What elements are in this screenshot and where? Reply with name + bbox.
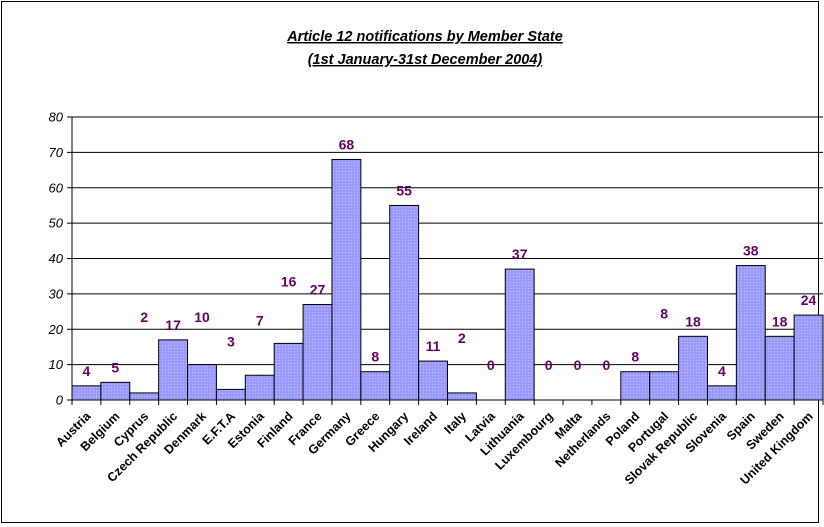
y-tick-label: 60 — [49, 180, 64, 195]
data-label: 2 — [140, 309, 148, 325]
bar — [71, 385, 102, 401]
bar — [447, 392, 477, 401]
data-label: 38 — [743, 243, 759, 259]
data-label: 18 — [685, 313, 701, 329]
data-label: 4 — [83, 363, 91, 379]
bar — [620, 371, 651, 401]
bar — [360, 371, 391, 401]
y-tick-label: 50 — [49, 216, 64, 231]
y-tick-label: 30 — [49, 286, 64, 301]
data-label: 8 — [660, 305, 668, 321]
bar — [100, 381, 131, 401]
data-label: 55 — [396, 182, 412, 198]
y-tick-labels: 0 10 20 30 40 50 60 70 80 — [48, 110, 64, 408]
bar — [244, 374, 275, 401]
bar — [418, 360, 449, 401]
bar — [389, 204, 420, 401]
y-tick-label: 20 — [48, 322, 64, 337]
data-label: 0 — [602, 357, 610, 373]
data-label: 5 — [111, 359, 119, 375]
data-label: 17 — [165, 317, 181, 333]
data-label: 24 — [801, 292, 817, 308]
chart-title: Article 12 notifications by Member State — [286, 29, 563, 45]
data-label: 18 — [772, 313, 788, 329]
bar — [129, 392, 160, 401]
bar — [302, 303, 333, 401]
bar — [735, 265, 766, 401]
data-label: 10 — [194, 309, 210, 325]
bar — [649, 371, 680, 401]
data-label: 68 — [339, 136, 355, 152]
axes — [67, 116, 824, 405]
data-label: 27 — [310, 281, 326, 297]
data-label: 3 — [227, 334, 235, 350]
data-label: 8 — [631, 349, 639, 365]
data-label: 37 — [512, 246, 528, 262]
bars — [71, 158, 824, 401]
y-tick-label: 70 — [49, 145, 64, 160]
bar — [273, 342, 304, 401]
bar — [215, 388, 246, 401]
y-tick-label: 10 — [49, 357, 64, 372]
y-tick-label: 80 — [49, 110, 64, 125]
bar — [158, 339, 189, 401]
y-tick-label: 0 — [56, 393, 64, 408]
bar — [331, 158, 362, 401]
bar — [706, 385, 737, 401]
bar — [504, 268, 535, 401]
bar — [764, 335, 795, 401]
data-label: 11 — [426, 338, 441, 354]
data-label: 4 — [718, 363, 726, 379]
gridlines — [72, 116, 823, 366]
data-label: 16 — [281, 273, 297, 289]
data-label: 2 — [458, 330, 466, 346]
y-tick-label: 40 — [49, 251, 64, 266]
bar — [678, 335, 708, 401]
data-label: 0 — [487, 357, 495, 373]
data-label: 7 — [256, 312, 264, 328]
chart-subtitle: (1st January-31st December 2004) — [308, 52, 543, 68]
data-label: 0 — [574, 357, 582, 373]
bar — [187, 364, 217, 401]
data-label: 8 — [371, 349, 379, 365]
bar — [793, 314, 824, 401]
data-label: 0 — [545, 357, 553, 373]
